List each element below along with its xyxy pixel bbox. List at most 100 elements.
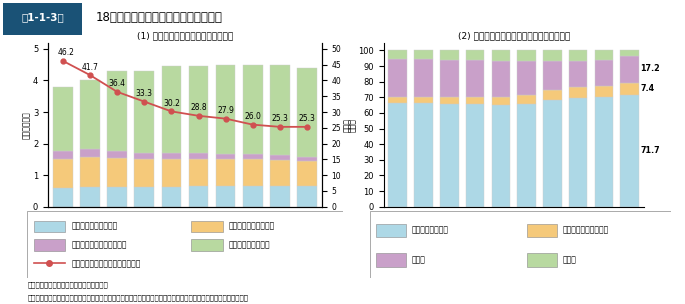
Text: (1998): (1998) <box>490 220 512 227</box>
Text: (1998): (1998) <box>160 234 182 241</box>
Text: (1989): (1989) <box>412 220 434 227</box>
Text: その他: その他 <box>563 255 577 264</box>
Bar <box>621 56 639 83</box>
Y-axis label: （％）: （％） <box>348 118 357 132</box>
Bar <box>543 50 562 60</box>
Bar <box>189 186 208 207</box>
Bar <box>376 224 406 237</box>
Bar <box>270 186 290 207</box>
Bar <box>388 103 407 207</box>
Bar <box>440 60 458 97</box>
Text: 三世代: 三世代 <box>412 255 426 264</box>
Bar <box>492 97 510 105</box>
Bar <box>53 87 73 151</box>
Text: 23: 23 <box>625 215 634 221</box>
Text: 夫婦と子どものみ: 夫婦と子どものみ <box>412 226 449 234</box>
Bar <box>134 71 154 153</box>
Text: 25.3: 25.3 <box>271 114 288 123</box>
Bar <box>621 83 639 95</box>
Text: (2007): (2007) <box>242 234 264 241</box>
Text: 子どもが１人いる世帯: 子どもが１人いる世帯 <box>71 222 118 230</box>
Bar <box>543 60 562 90</box>
Bar <box>466 50 484 60</box>
Bar <box>243 154 262 159</box>
Text: 27.9: 27.9 <box>217 106 234 115</box>
Text: (2007): (2007) <box>567 220 589 227</box>
Bar <box>191 221 223 232</box>
Bar <box>162 66 181 153</box>
Text: 36.4: 36.4 <box>109 79 125 88</box>
Text: 33.3: 33.3 <box>136 89 153 98</box>
Text: (1995): (1995) <box>134 234 155 241</box>
Bar <box>517 50 536 60</box>
Bar <box>189 159 208 186</box>
Text: 7.4: 7.4 <box>640 84 655 93</box>
Text: 22: 22 <box>599 215 609 221</box>
Bar <box>595 60 613 85</box>
Bar <box>108 158 127 187</box>
Bar <box>297 157 316 161</box>
Bar <box>34 221 65 232</box>
Text: (2004): (2004) <box>214 234 237 241</box>
Text: ひとり親と子どものみ: ひとり親と子どものみ <box>563 226 609 234</box>
Bar <box>492 60 510 97</box>
Bar <box>80 157 100 187</box>
Text: （年）: （年） <box>647 215 660 222</box>
Text: 23: 23 <box>302 224 312 230</box>
Bar <box>108 71 127 151</box>
Text: (2004): (2004) <box>541 220 564 227</box>
Bar <box>243 186 262 207</box>
Bar <box>243 159 262 186</box>
Bar <box>53 188 73 207</box>
Bar <box>414 59 433 97</box>
Text: 10: 10 <box>166 224 176 230</box>
Bar <box>517 104 536 207</box>
Text: 子どもがいない世帯: 子どもがいない世帯 <box>229 240 271 249</box>
Bar <box>162 159 181 187</box>
Bar <box>569 87 588 98</box>
Text: 7: 7 <box>142 224 147 230</box>
Text: （出典）厚生労働省『国民生活基礎調査』: （出典）厚生労働省『国民生活基礎調査』 <box>27 281 108 288</box>
Bar <box>270 155 290 160</box>
Text: 7: 7 <box>473 215 477 221</box>
Y-axis label: （千万世帯）: （千万世帯） <box>23 111 32 139</box>
Text: 子どもが２人いる世帯: 子どもが２人いる世帯 <box>229 222 275 230</box>
Bar <box>543 90 562 100</box>
Bar <box>595 97 613 207</box>
Bar <box>440 97 458 104</box>
Bar <box>595 50 613 60</box>
Bar <box>569 60 588 87</box>
Bar <box>440 50 458 60</box>
Bar <box>492 50 510 60</box>
Bar <box>440 104 458 207</box>
Text: 10: 10 <box>496 215 506 221</box>
Text: 16: 16 <box>548 215 557 221</box>
Text: (1995): (1995) <box>464 220 486 227</box>
Text: 昭和61: 昭和61 <box>54 224 72 231</box>
Bar <box>517 95 536 104</box>
Text: 41.7: 41.7 <box>82 63 99 71</box>
Bar <box>414 97 433 103</box>
Bar <box>543 100 562 207</box>
Bar <box>34 239 65 251</box>
Bar <box>162 187 181 207</box>
Text: (2010): (2010) <box>269 234 291 241</box>
Bar <box>134 153 154 159</box>
Bar <box>466 104 484 207</box>
Text: 16: 16 <box>221 224 230 230</box>
Text: 19: 19 <box>573 215 583 221</box>
Bar <box>216 159 236 186</box>
Text: 22: 22 <box>275 224 285 230</box>
Bar <box>80 81 100 149</box>
Bar <box>53 151 73 159</box>
Bar <box>388 97 407 103</box>
Bar <box>376 254 406 267</box>
Text: 30.2: 30.2 <box>163 99 180 108</box>
Text: 子どもが３人以上いる世帯: 子どもが３人以上いる世帯 <box>71 240 127 249</box>
Text: (1986): (1986) <box>52 234 74 241</box>
Text: 4: 4 <box>447 215 451 221</box>
Bar <box>270 160 290 186</box>
Bar <box>621 95 639 207</box>
Text: 46.2: 46.2 <box>58 48 74 57</box>
Bar <box>527 224 557 237</box>
